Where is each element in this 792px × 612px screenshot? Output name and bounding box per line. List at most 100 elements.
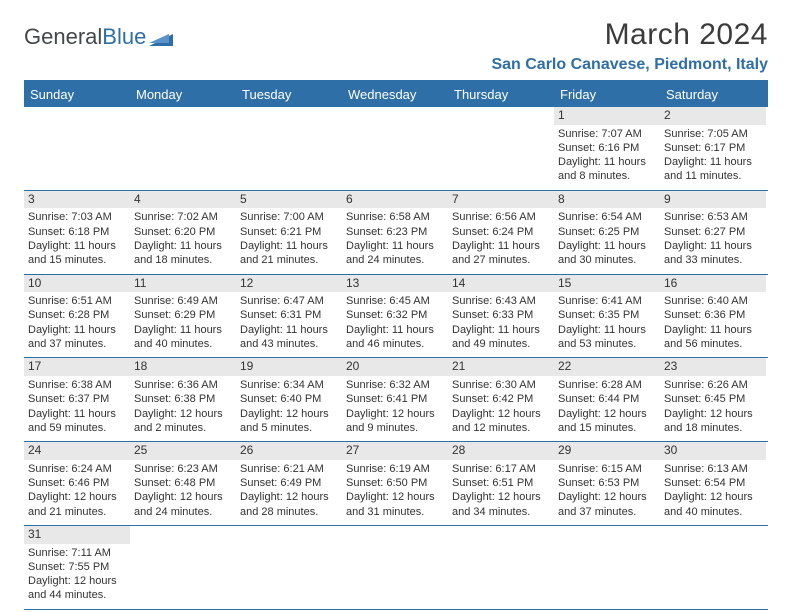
day-number: 2: [660, 107, 766, 125]
day-number: 28: [448, 442, 554, 460]
sunset-text: Sunset: 6:16 PM: [558, 141, 656, 155]
sunset-text: Sunset: 6:45 PM: [664, 392, 762, 406]
sunrise-text: Sunrise: 6:47 AM: [240, 294, 338, 308]
sunset-text: Sunset: 6:51 PM: [452, 476, 550, 490]
week-row: 31Sunrise: 7:11 AMSunset: 7:55 PMDayligh…: [24, 526, 768, 610]
calendar-cell: 22Sunrise: 6:28 AMSunset: 6:44 PMDayligh…: [554, 358, 660, 441]
sunset-text: Sunset: 6:21 PM: [240, 225, 338, 239]
daylight-text: Daylight: 11 hours and 24 minutes.: [346, 239, 444, 268]
daylight-text: Daylight: 12 hours and 31 minutes.: [346, 490, 444, 519]
sunrise-text: Sunrise: 6:13 AM: [664, 462, 762, 476]
daylight-text: Daylight: 11 hours and 8 minutes.: [558, 155, 656, 184]
calendar-cell: 30Sunrise: 6:13 AMSunset: 6:54 PMDayligh…: [660, 442, 766, 525]
daylight-text: Daylight: 11 hours and 49 minutes.: [452, 323, 550, 352]
day-info: Sunrise: 6:24 AMSunset: 6:46 PMDaylight:…: [24, 460, 130, 525]
day-info: Sunrise: 6:40 AMSunset: 6:36 PMDaylight:…: [660, 292, 766, 357]
daylight-text: Daylight: 11 hours and 56 minutes.: [664, 323, 762, 352]
sunrise-text: Sunrise: 6:38 AM: [28, 378, 126, 392]
day-number: 18: [130, 358, 236, 376]
sunset-text: Sunset: 6:53 PM: [558, 476, 656, 490]
calendar: SundayMondayTuesdayWednesdayThursdayFrid…: [24, 80, 768, 610]
day-number: 27: [342, 442, 448, 460]
calendar-cell: 14Sunrise: 6:43 AMSunset: 6:33 PMDayligh…: [448, 275, 554, 358]
day-info: Sunrise: 6:58 AMSunset: 6:23 PMDaylight:…: [342, 208, 448, 273]
day-of-week-header: Tuesday: [236, 83, 342, 107]
sunrise-text: Sunrise: 6:28 AM: [558, 378, 656, 392]
calendar-cell: 16Sunrise: 6:40 AMSunset: 6:36 PMDayligh…: [660, 275, 766, 358]
day-info: Sunrise: 7:03 AMSunset: 6:18 PMDaylight:…: [24, 208, 130, 273]
daylight-text: Daylight: 11 hours and 21 minutes.: [240, 239, 338, 268]
calendar-cell: 11Sunrise: 6:49 AMSunset: 6:29 PMDayligh…: [130, 275, 236, 358]
sunset-text: Sunset: 6:28 PM: [28, 308, 126, 322]
location-subtitle: San Carlo Canavese, Piedmont, Italy: [491, 56, 768, 74]
calendar-cell: [236, 107, 342, 190]
sunset-text: Sunset: 6:49 PM: [240, 476, 338, 490]
sunset-text: Sunset: 6:35 PM: [558, 308, 656, 322]
sunrise-text: Sunrise: 6:19 AM: [346, 462, 444, 476]
daylight-text: Daylight: 11 hours and 37 minutes.: [28, 323, 126, 352]
week-row: 17Sunrise: 6:38 AMSunset: 6:37 PMDayligh…: [24, 358, 768, 442]
sunrise-text: Sunrise: 6:24 AM: [28, 462, 126, 476]
daylight-text: Daylight: 12 hours and 15 minutes.: [558, 407, 656, 436]
sunset-text: Sunset: 6:20 PM: [134, 225, 232, 239]
day-of-week-header: Monday: [130, 83, 236, 107]
week-row: 10Sunrise: 6:51 AMSunset: 6:28 PMDayligh…: [24, 275, 768, 359]
day-info: Sunrise: 6:54 AMSunset: 6:25 PMDaylight:…: [554, 208, 660, 273]
day-number: 30: [660, 442, 766, 460]
sunrise-text: Sunrise: 7:03 AM: [28, 210, 126, 224]
daylight-text: Daylight: 11 hours and 30 minutes.: [558, 239, 656, 268]
sunrise-text: Sunrise: 6:49 AM: [134, 294, 232, 308]
sunrise-text: Sunrise: 6:15 AM: [558, 462, 656, 476]
sunrise-text: Sunrise: 6:58 AM: [346, 210, 444, 224]
daylight-text: Daylight: 12 hours and 5 minutes.: [240, 407, 338, 436]
calendar-cell: 10Sunrise: 6:51 AMSunset: 6:28 PMDayligh…: [24, 275, 130, 358]
sunrise-text: Sunrise: 7:11 AM: [28, 546, 126, 560]
daylight-text: Daylight: 12 hours and 2 minutes.: [134, 407, 232, 436]
day-info: Sunrise: 6:53 AMSunset: 6:27 PMDaylight:…: [660, 208, 766, 273]
day-number: 6: [342, 191, 448, 209]
day-info: Sunrise: 6:56 AMSunset: 6:24 PMDaylight:…: [448, 208, 554, 273]
sunset-text: Sunset: 6:36 PM: [664, 308, 762, 322]
day-number: 13: [342, 275, 448, 293]
sunrise-text: Sunrise: 6:32 AM: [346, 378, 444, 392]
day-number: 25: [130, 442, 236, 460]
sunrise-text: Sunrise: 6:17 AM: [452, 462, 550, 476]
logo-word-2: Blue: [102, 24, 146, 50]
day-info: Sunrise: 6:34 AMSunset: 6:40 PMDaylight:…: [236, 376, 342, 441]
sunrise-text: Sunrise: 6:43 AM: [452, 294, 550, 308]
day-number: 16: [660, 275, 766, 293]
calendar-cell: 28Sunrise: 6:17 AMSunset: 6:51 PMDayligh…: [448, 442, 554, 525]
logo-word-1: General: [24, 24, 102, 50]
calendar-cell: [130, 107, 236, 190]
day-of-week-row: SundayMondayTuesdayWednesdayThursdayFrid…: [24, 83, 768, 107]
daylight-text: Daylight: 11 hours and 53 minutes.: [558, 323, 656, 352]
daylight-text: Daylight: 12 hours and 28 minutes.: [240, 490, 338, 519]
daylight-text: Daylight: 12 hours and 12 minutes.: [452, 407, 550, 436]
sunrise-text: Sunrise: 6:45 AM: [346, 294, 444, 308]
calendar-cell: 2Sunrise: 7:05 AMSunset: 6:17 PMDaylight…: [660, 107, 766, 190]
daylight-text: Daylight: 11 hours and 11 minutes.: [664, 155, 762, 184]
sunrise-text: Sunrise: 7:07 AM: [558, 127, 656, 141]
day-number: 23: [660, 358, 766, 376]
day-info: Sunrise: 6:23 AMSunset: 6:48 PMDaylight:…: [130, 460, 236, 525]
daylight-text: Daylight: 12 hours and 44 minutes.: [28, 574, 126, 603]
calendar-cell: [130, 526, 236, 609]
calendar-cell: 26Sunrise: 6:21 AMSunset: 6:49 PMDayligh…: [236, 442, 342, 525]
sunset-text: Sunset: 6:25 PM: [558, 225, 656, 239]
calendar-cell: 9Sunrise: 6:53 AMSunset: 6:27 PMDaylight…: [660, 191, 766, 274]
day-info: Sunrise: 7:07 AMSunset: 6:16 PMDaylight:…: [554, 125, 660, 190]
calendar-cell: 8Sunrise: 6:54 AMSunset: 6:25 PMDaylight…: [554, 191, 660, 274]
calendar-cell: [554, 526, 660, 609]
day-number: 12: [236, 275, 342, 293]
week-row: 1Sunrise: 7:07 AMSunset: 6:16 PMDaylight…: [24, 107, 768, 191]
sunset-text: Sunset: 6:31 PM: [240, 308, 338, 322]
calendar-cell: [660, 526, 766, 609]
sunrise-text: Sunrise: 6:56 AM: [452, 210, 550, 224]
daylight-text: Daylight: 12 hours and 24 minutes.: [134, 490, 232, 519]
sunset-text: Sunset: 6:33 PM: [452, 308, 550, 322]
calendar-cell: 4Sunrise: 7:02 AMSunset: 6:20 PMDaylight…: [130, 191, 236, 274]
sunset-text: Sunset: 6:50 PM: [346, 476, 444, 490]
day-number: 26: [236, 442, 342, 460]
day-info: Sunrise: 6:30 AMSunset: 6:42 PMDaylight:…: [448, 376, 554, 441]
calendar-cell: 31Sunrise: 7:11 AMSunset: 7:55 PMDayligh…: [24, 526, 130, 609]
